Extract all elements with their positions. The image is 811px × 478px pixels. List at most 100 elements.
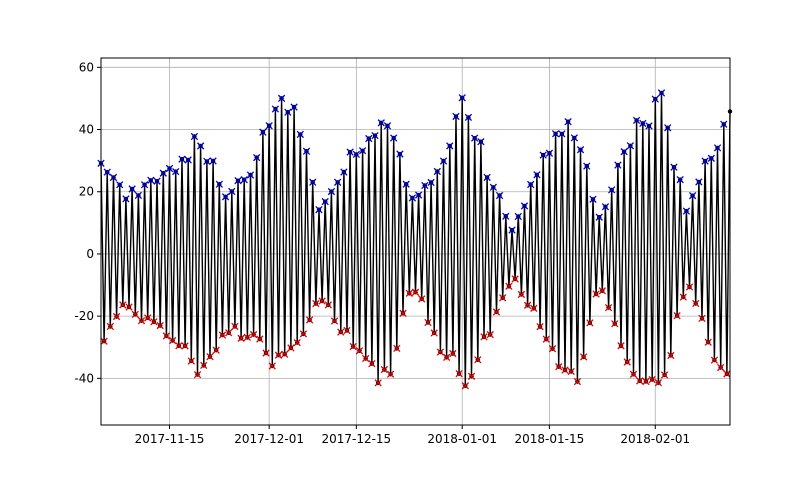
daily-min-marker — [405, 289, 413, 297]
daily-max-marker — [713, 144, 722, 152]
daily-min-marker — [324, 301, 332, 309]
daily-max-marker — [340, 168, 348, 176]
daily-max-marker — [676, 176, 684, 184]
daily-max-marker — [427, 178, 435, 187]
daily-min-marker — [268, 362, 276, 370]
daily-min-marker — [175, 342, 183, 350]
daily-min-marker — [262, 349, 270, 357]
daily-min-marker — [193, 370, 202, 379]
daily-min-marker — [386, 370, 395, 378]
daily-max-marker — [614, 161, 622, 169]
daily-min-marker — [654, 379, 663, 387]
plot-frame — [100, 57, 731, 426]
daily-max-marker — [122, 195, 130, 203]
daily-min-marker — [530, 304, 538, 312]
daily-min-marker — [281, 350, 289, 358]
daily-min-marker — [162, 332, 171, 340]
daily-max-marker — [196, 142, 205, 150]
daily-max-marker — [190, 132, 199, 141]
daily-max-marker — [483, 173, 491, 182]
series-daily-maxima — [97, 89, 728, 234]
daily-max-marker — [327, 187, 336, 196]
daily-max-marker — [234, 177, 242, 185]
daily-min-marker — [648, 375, 656, 384]
daily-min-marker — [225, 329, 233, 337]
daily-min-marker — [480, 333, 488, 341]
daily-max-marker — [346, 148, 354, 156]
x-axis: 2017-11-15 2017-12-01 2017-12-15 2018-01-01… — [135, 425, 690, 446]
daily-min-marker — [542, 335, 550, 343]
daily-min-marker — [474, 356, 482, 364]
daily-max-marker — [701, 157, 709, 165]
daily-min-marker — [337, 328, 345, 336]
daily-max-marker — [489, 183, 498, 191]
daily-max-marker — [632, 116, 641, 125]
daily-max-marker — [128, 185, 136, 193]
daily-min-marker — [200, 361, 208, 370]
daily-max-marker — [253, 153, 261, 162]
y-tick-label: -40 — [74, 371, 94, 385]
daily-max-marker — [527, 180, 535, 189]
daily-min-marker — [467, 372, 476, 380]
daily-min-marker — [716, 363, 725, 372]
daily-min-marker — [505, 282, 513, 290]
daily-min-marker — [305, 316, 314, 324]
daily-max-marker — [228, 187, 236, 196]
daily-min-marker — [592, 290, 600, 298]
daily-max-marker — [595, 213, 603, 221]
daily-min-marker — [536, 323, 544, 331]
daily-min-marker — [212, 346, 220, 354]
daily-min-marker — [723, 370, 731, 378]
daily-min-marker — [604, 303, 613, 312]
daily-max-marker — [172, 167, 180, 176]
daily-max-marker — [551, 130, 560, 138]
daily-max-marker — [371, 131, 379, 140]
daily-min-marker — [623, 358, 631, 366]
daily-min-marker — [436, 348, 445, 356]
daily-min-marker — [137, 317, 146, 325]
daily-min-marker — [667, 351, 675, 360]
daily-max-marker — [396, 150, 404, 158]
x-tick-label: 2018-02-01 — [620, 432, 690, 446]
daily-max-marker — [103, 168, 111, 176]
daily-min-marker — [692, 299, 700, 308]
daily-max-marker — [421, 181, 429, 190]
daily-min-marker — [243, 333, 252, 342]
daily-min-marker — [567, 367, 575, 376]
daily-max-marker — [620, 148, 628, 156]
daily-min-marker — [399, 309, 407, 317]
y-tick-label: 20 — [79, 185, 94, 199]
daily-min-marker — [523, 301, 532, 309]
daily-min-marker — [368, 360, 376, 368]
daily-max-marker — [147, 176, 155, 184]
daily-min-marker — [517, 290, 526, 299]
daily-min-marker — [704, 338, 712, 346]
daily-min-marker — [131, 310, 139, 319]
daily-min-marker — [343, 326, 351, 335]
daily-max-marker — [545, 149, 554, 157]
daily-min-marker — [598, 287, 606, 295]
daily-min-marker — [144, 314, 152, 322]
x-tick-label: 2018-01-15 — [515, 432, 585, 446]
daily-max-marker — [165, 164, 174, 173]
daily-max-marker — [707, 154, 715, 162]
daily-max-marker — [576, 146, 585, 154]
daily-max-marker — [670, 163, 678, 171]
y-tick-label: 60 — [79, 60, 94, 74]
daily-max-marker — [116, 181, 124, 189]
daily-max-marker — [321, 197, 329, 206]
daily-min-marker — [642, 377, 650, 386]
daily-min-marker — [393, 344, 401, 353]
daily-min-marker — [679, 293, 687, 301]
daily-max-marker — [452, 112, 460, 121]
daily-min-marker — [586, 319, 594, 327]
daily-min-marker — [449, 349, 457, 358]
daily-max-marker — [333, 178, 342, 186]
x-tick-label: 2017-11-15 — [135, 432, 205, 446]
daily-max-marker — [408, 194, 417, 202]
daily-max-marker — [583, 162, 591, 170]
daily-max-marker — [365, 134, 373, 143]
daily-max-marker — [626, 142, 635, 150]
daily-max-marker — [477, 138, 485, 146]
daily-min-marker — [181, 342, 189, 350]
